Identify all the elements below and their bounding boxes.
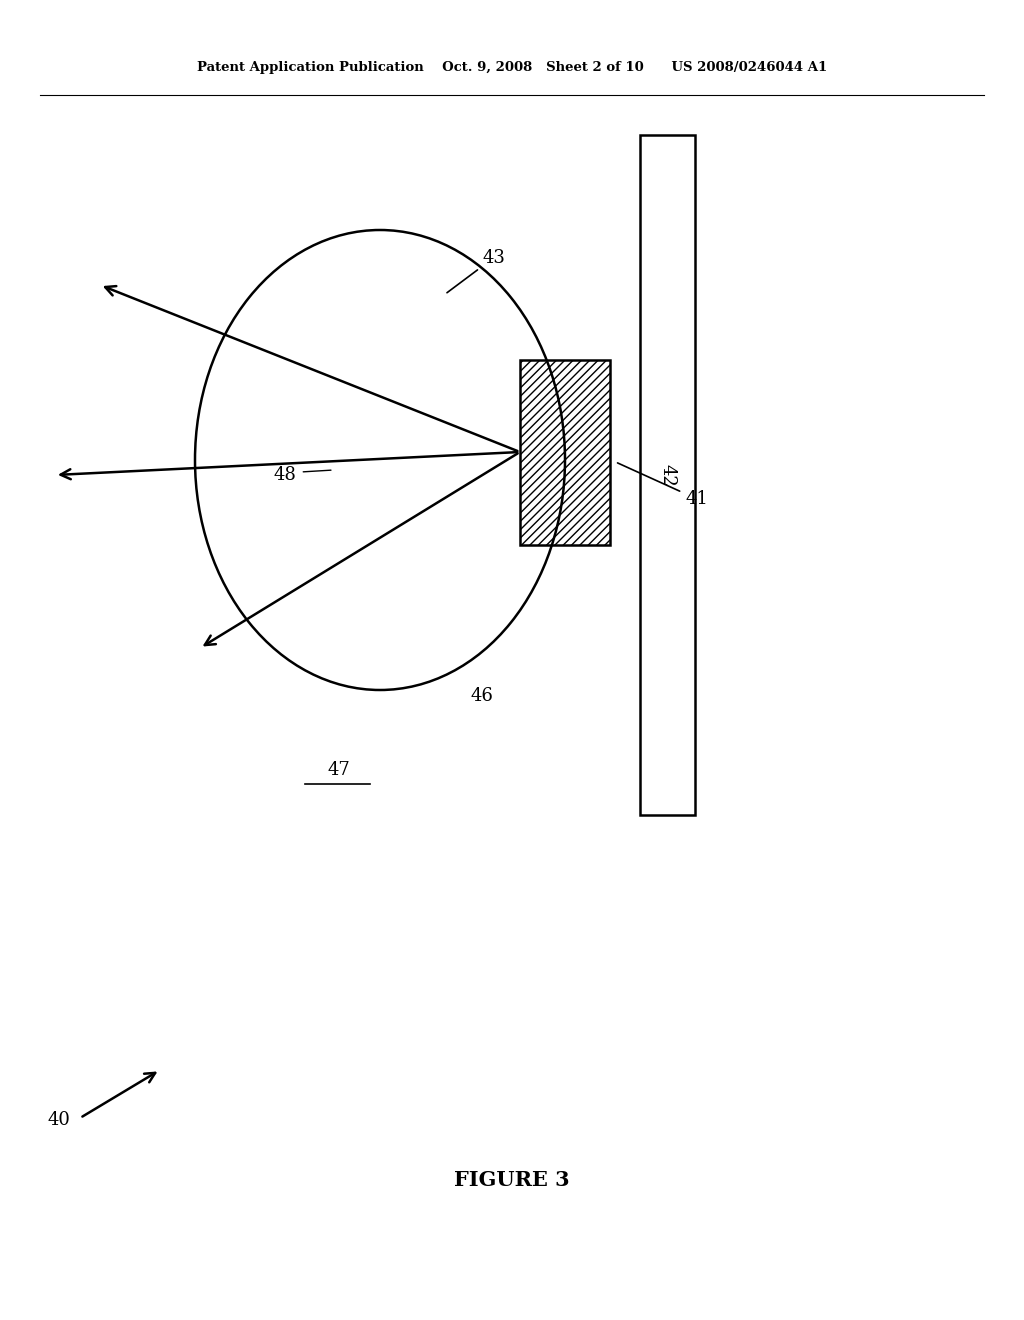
Text: 48: 48 (273, 466, 297, 484)
Text: Patent Application Publication    Oct. 9, 2008   Sheet 2 of 10      US 2008/0246: Patent Application Publication Oct. 9, 2… (197, 62, 827, 74)
Text: 46: 46 (470, 686, 494, 705)
Text: 42: 42 (658, 463, 677, 486)
Text: 43: 43 (447, 248, 506, 293)
Text: FIGURE 3: FIGURE 3 (455, 1170, 569, 1191)
Bar (520, 360, 610, 545)
Text: 47: 47 (328, 762, 350, 779)
Bar (640, 135, 695, 814)
Text: 40: 40 (47, 1111, 70, 1129)
Text: 41: 41 (617, 463, 708, 508)
